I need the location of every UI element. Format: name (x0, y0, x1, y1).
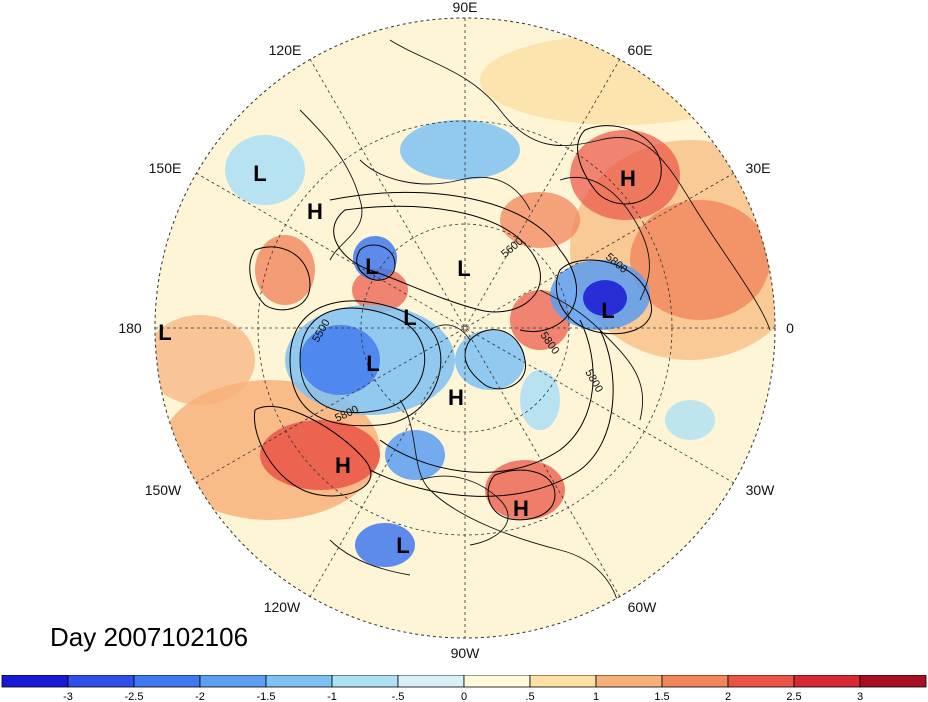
colorbar-box (397, 675, 465, 688)
colorbar-boxes (1, 675, 927, 688)
colorbar-label: 2 (725, 691, 731, 702)
colorbar-label: -1.5 (257, 691, 276, 702)
lon-label-180: 180 (118, 320, 142, 336)
lon-label-90e: 90E (453, 0, 478, 15)
pressure-centers: L H H L L L L L L H H H L (158, 161, 636, 558)
colorbar-box (859, 675, 927, 688)
high-pressure-label: H (307, 199, 323, 224)
lon-label-30w: 30W (746, 482, 776, 498)
colorbar-label: 0 (461, 691, 467, 702)
date-label: Day 2007102106 (50, 622, 249, 652)
high-pressure-label: H (335, 453, 351, 478)
colorbar-label: -2.5 (125, 691, 144, 702)
map-boundary (154, 17, 776, 639)
low-pressure-label: L (601, 298, 614, 323)
high-pressure-label: H (448, 385, 464, 410)
graticule (155, 18, 775, 638)
colorbar-box (265, 675, 333, 688)
low-pressure-label: L (253, 161, 266, 186)
low-pressure-label: L (457, 256, 470, 281)
lon-label-120w: 120W (264, 599, 301, 615)
colorbar-label: 2.5 (786, 691, 801, 702)
colorbar-box (463, 675, 531, 688)
colorbar-box (595, 675, 663, 688)
high-pressure-label: H (513, 496, 529, 521)
colorbar-box (67, 675, 135, 688)
lon-label-150e: 150E (149, 160, 182, 176)
colorbar-label: -2 (195, 691, 205, 702)
lon-label-60w: 60W (628, 599, 658, 615)
low-pressure-label: L (403, 305, 416, 330)
lon-label-30e: 30E (746, 160, 771, 176)
colorbar-box (793, 675, 861, 688)
colorbar-box (133, 675, 201, 688)
colorbar-labels: -3 -2.5 -2 -1.5 -1 -.5 0 .5 1 1.5 2 2.5 3 (63, 691, 863, 702)
lon-label-90w: 90W (451, 645, 481, 661)
lon-label-150w: 150W (145, 482, 182, 498)
low-pressure-label: L (396, 533, 409, 558)
colorbar: -3 -2.5 -2 -1.5 -1 -.5 0 .5 1 1.5 2 2.5 3 (1, 675, 927, 702)
colorbar-label: 1.5 (654, 691, 669, 702)
anomaly-field (155, 18, 775, 638)
colorbar-box (331, 675, 399, 688)
lon-label-60e: 60E (628, 42, 653, 58)
colorbar-label: -.5 (392, 691, 405, 702)
colorbar-box (727, 675, 795, 688)
colorbar-label: 1 (593, 691, 599, 702)
colorbar-label: -1 (327, 691, 337, 702)
low-pressure-label: L (158, 320, 171, 345)
colorbar-label: 3 (857, 691, 863, 702)
colorbar-label: -3 (63, 691, 73, 702)
colorbar-box (199, 675, 267, 688)
colorbar-box (661, 675, 729, 688)
lon-label-120e: 120E (269, 42, 302, 58)
high-pressure-label: H (620, 166, 636, 191)
low-pressure-label: L (366, 351, 379, 376)
colorbar-box (529, 675, 597, 688)
low-pressure-label: L (365, 254, 378, 279)
colorbar-box (1, 675, 69, 688)
colorbar-label: .5 (525, 691, 534, 702)
lon-label-0: 0 (786, 320, 794, 336)
coastlines (299, 39, 771, 621)
height-contours (249, 125, 662, 521)
